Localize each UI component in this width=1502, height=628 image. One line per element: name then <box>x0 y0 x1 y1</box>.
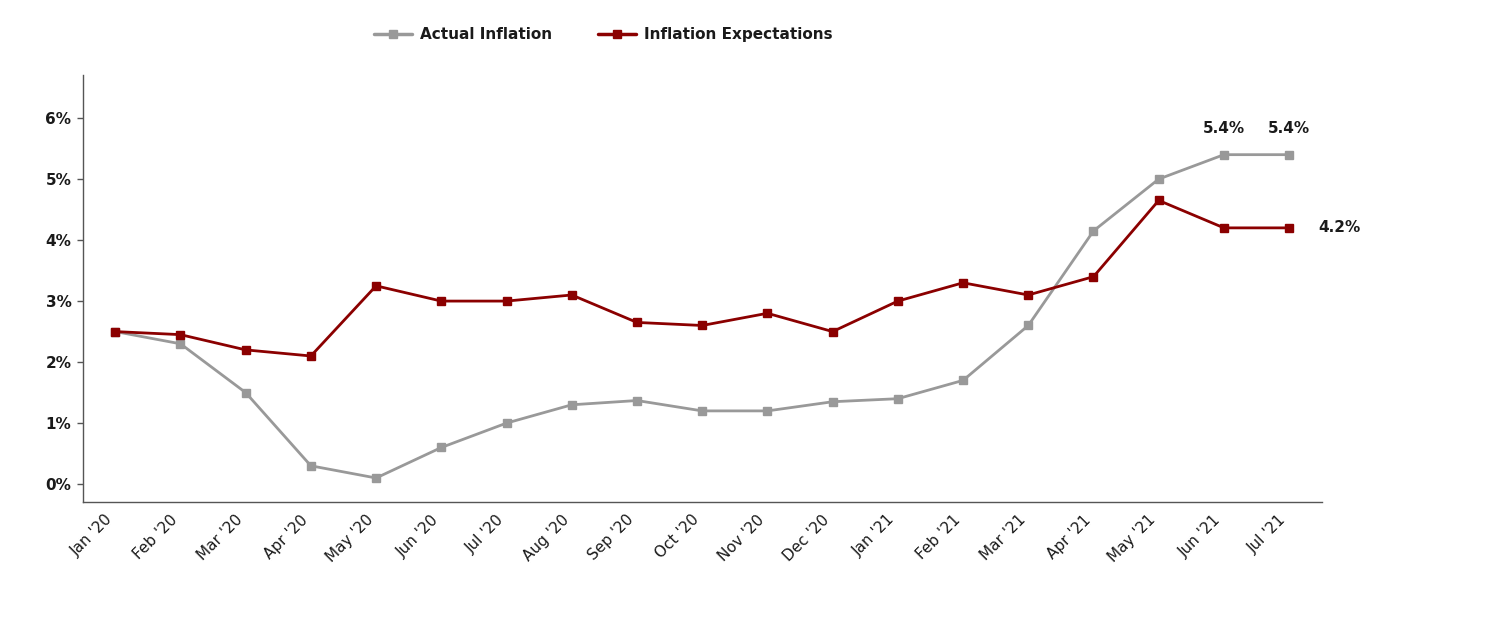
Actual Inflation <box>954 377 972 384</box>
Actual Inflation <box>1084 227 1102 235</box>
Actual Inflation <box>1149 175 1167 183</box>
Actual Inflation <box>171 340 189 347</box>
Inflation Expectations <box>1149 197 1167 204</box>
Inflation Expectations <box>889 297 907 305</box>
Text: 4.2%: 4.2% <box>1319 220 1361 236</box>
Inflation Expectations <box>563 291 581 299</box>
Actual Inflation <box>1280 151 1298 158</box>
Inflation Expectations <box>628 318 646 326</box>
Actual Inflation <box>563 401 581 409</box>
Inflation Expectations <box>1020 291 1038 299</box>
Inflation Expectations <box>237 346 255 354</box>
Inflation Expectations <box>1215 224 1233 232</box>
Inflation Expectations <box>759 310 777 317</box>
Inflation Expectations <box>107 328 125 335</box>
Inflation Expectations <box>954 279 972 286</box>
Actual Inflation <box>1020 322 1038 329</box>
Actual Inflation <box>433 444 451 452</box>
Inflation Expectations <box>497 297 515 305</box>
Inflation Expectations <box>366 282 385 290</box>
Actual Inflation <box>759 407 777 414</box>
Inflation Expectations <box>433 297 451 305</box>
Inflation Expectations <box>694 322 712 329</box>
Actual Inflation <box>302 462 320 470</box>
Inflation Expectations <box>1084 273 1102 281</box>
Actual Inflation <box>237 389 255 396</box>
Text: 5.4%: 5.4% <box>1203 121 1245 136</box>
Actual Inflation <box>694 407 712 414</box>
Text: 5.4%: 5.4% <box>1268 121 1310 136</box>
Inflation Expectations <box>823 328 841 335</box>
Actual Inflation <box>366 474 385 482</box>
Line: Inflation Expectations: Inflation Expectations <box>111 197 1293 360</box>
Legend: Actual Inflation, Inflation Expectations: Actual Inflation, Inflation Expectations <box>374 28 832 43</box>
Actual Inflation <box>628 397 646 404</box>
Actual Inflation <box>497 420 515 427</box>
Line: Actual Inflation: Actual Inflation <box>111 151 1293 482</box>
Inflation Expectations <box>1280 224 1298 232</box>
Actual Inflation <box>1215 151 1233 158</box>
Actual Inflation <box>889 395 907 403</box>
Actual Inflation <box>107 328 125 335</box>
Inflation Expectations <box>171 331 189 338</box>
Inflation Expectations <box>302 352 320 360</box>
Actual Inflation <box>823 398 841 406</box>
